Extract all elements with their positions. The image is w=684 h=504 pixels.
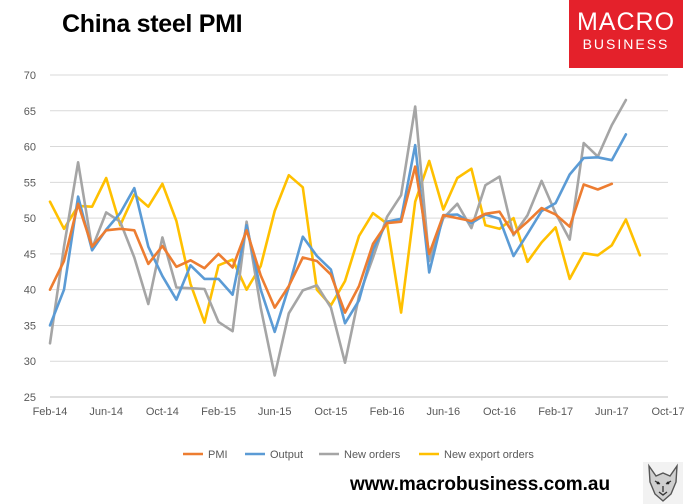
- series-line-new-export-orders: [48, 159, 642, 324]
- x-tick-label: Jun-16: [426, 406, 460, 418]
- x-tick-label: Jun-14: [89, 406, 123, 418]
- x-tick-label: Jun-17: [595, 406, 629, 418]
- legend-item: Output: [245, 449, 303, 461]
- series-line-pmi: [48, 165, 614, 314]
- y-tick-label: 70: [24, 70, 36, 82]
- x-tick-label: Oct-16: [483, 406, 516, 418]
- y-tick-label: 35: [24, 320, 36, 332]
- legend-item: PMI: [183, 449, 228, 461]
- x-tick-label: Feb-15: [201, 406, 236, 418]
- y-tick-label: 40: [24, 285, 36, 297]
- website-url: www.macrobusiness.com.au: [350, 474, 611, 495]
- logo-text-macro: MACRO: [576, 8, 676, 36]
- legend-label: Output: [270, 449, 303, 461]
- macrobusiness-logo: MACRO BUSINESS: [569, 0, 683, 68]
- y-tick-label: 65: [24, 106, 36, 118]
- y-tick-label: 30: [24, 356, 36, 368]
- legend-item: New export orders: [419, 449, 534, 461]
- y-tick-label: 55: [24, 177, 36, 189]
- x-tick-label: Feb-14: [33, 406, 68, 418]
- x-tick-label: Oct-15: [314, 406, 347, 418]
- chart-title: China steel PMI: [62, 10, 243, 38]
- logo-text-business: BUSINESS: [582, 36, 670, 52]
- y-tick-label: 45: [24, 249, 36, 261]
- x-tick-label: Jun-15: [258, 406, 292, 418]
- x-tick-label: Feb-16: [370, 406, 405, 418]
- legend-item: New orders: [319, 449, 401, 461]
- x-tick-label: Oct-14: [146, 406, 179, 418]
- legend-label: PMI: [208, 449, 228, 461]
- x-tick-label: Oct-17: [651, 406, 684, 418]
- x-tick-label: Feb-17: [538, 406, 573, 418]
- y-tick-label: 60: [24, 142, 36, 154]
- y-tick-label: 50: [24, 213, 36, 225]
- legend-label: New export orders: [444, 449, 534, 461]
- legend-label: New orders: [344, 449, 401, 461]
- wolf-logo-icon: [643, 462, 683, 504]
- series-line-new-orders: [48, 98, 628, 377]
- y-tick-label: 25: [24, 392, 36, 404]
